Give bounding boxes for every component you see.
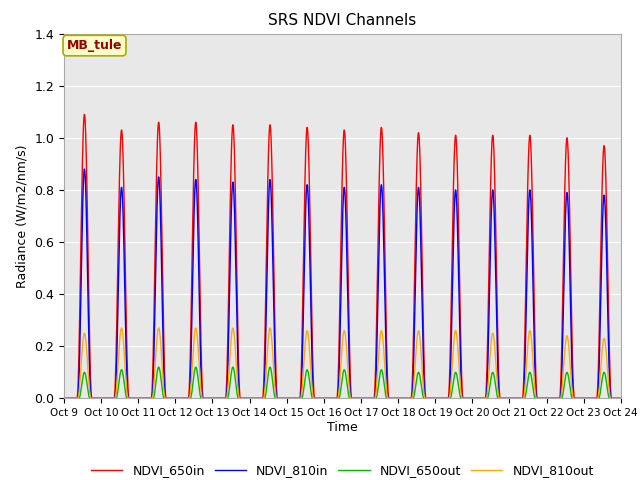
Line: NDVI_650in: NDVI_650in [64, 114, 621, 398]
NDVI_810out [269, 347, 276, 352]
NDVI_810in [617, 396, 625, 401]
NDVI_810in [615, 396, 623, 401]
Legend: NDVI_650in, NDVI_810in, NDVI_650out, NDVI_810out: NDVI_650in, NDVI_810in, NDVI_650out, NDV… [86, 459, 598, 480]
NDVI_810in [419, 357, 427, 362]
NDVI_650out [615, 396, 623, 401]
NDVI_810in [173, 396, 181, 401]
NDVI_650out [60, 396, 68, 401]
NDVI_810in [179, 396, 187, 401]
NDVI_650in [81, 111, 88, 117]
NDVI_650out [155, 364, 163, 370]
X-axis label: Time: Time [327, 421, 358, 434]
NDVI_650in [615, 396, 623, 401]
NDVI_810out [615, 396, 623, 401]
NDVI_650out [269, 377, 276, 383]
NDVI_650in [173, 396, 181, 401]
NDVI_810out [617, 396, 625, 401]
Line: NDVI_650out: NDVI_650out [64, 367, 621, 398]
NDVI_810in [81, 166, 88, 172]
Title: SRS NDVI Channels: SRS NDVI Channels [268, 13, 417, 28]
NDVI_810out [419, 383, 427, 389]
NDVI_810out [179, 396, 187, 401]
NDVI_650out [617, 396, 625, 401]
NDVI_650in [269, 191, 276, 196]
NDVI_650in [617, 396, 625, 401]
Line: NDVI_810in: NDVI_810in [64, 169, 621, 398]
NDVI_650in [499, 396, 506, 401]
NDVI_810in [499, 396, 506, 401]
NDVI_650out [499, 396, 506, 401]
Text: MB_tule: MB_tule [67, 39, 122, 52]
NDVI_810out [173, 396, 181, 401]
NDVI_650in [419, 322, 427, 327]
NDVI_650out [173, 396, 181, 401]
NDVI_810in [269, 243, 276, 249]
NDVI_810in [60, 396, 68, 401]
NDVI_650in [179, 396, 187, 401]
Line: NDVI_810out: NDVI_810out [64, 328, 621, 398]
NDVI_810out [499, 396, 506, 401]
NDVI_650in [60, 396, 68, 401]
NDVI_650out [179, 396, 187, 401]
NDVI_810out [118, 325, 125, 331]
NDVI_650out [419, 394, 427, 400]
NDVI_810out [60, 396, 68, 401]
Y-axis label: Radiance (W/m2/nm/s): Radiance (W/m2/nm/s) [16, 144, 29, 288]
